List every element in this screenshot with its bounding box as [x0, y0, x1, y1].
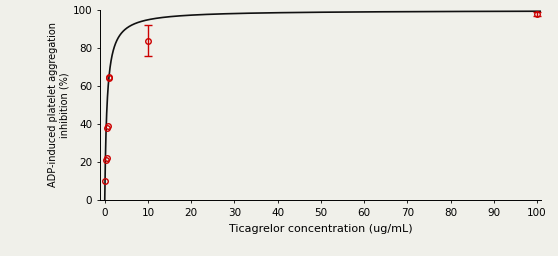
X-axis label: Ticagrelor concentration (ug/mL): Ticagrelor concentration (ug/mL) [229, 223, 413, 233]
Y-axis label: ADP-induced platelet aggregation
inhibition (%): ADP-induced platelet aggregation inhibit… [48, 23, 70, 187]
